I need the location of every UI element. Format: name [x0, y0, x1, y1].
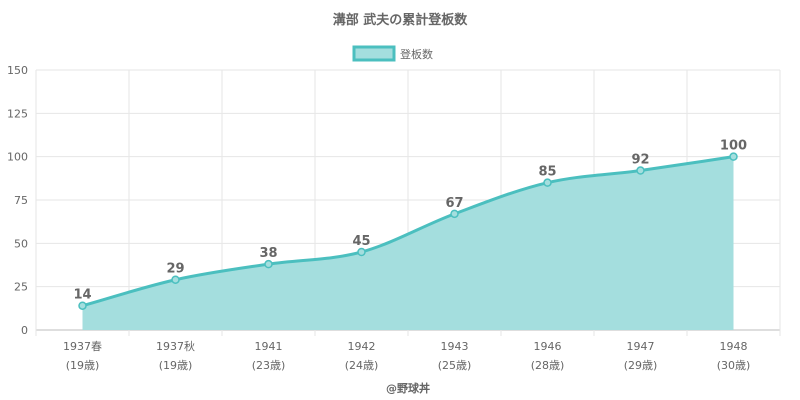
x-tick-sublabel: (19歳): [159, 359, 193, 372]
data-label: 100: [720, 139, 747, 154]
x-tick-sublabel: (29歳): [624, 359, 658, 372]
x-tick-sublabel: (30歳): [717, 359, 751, 372]
data-label: 14: [73, 288, 91, 303]
data-point[interactable]: [729, 152, 738, 161]
series-line: [82, 155, 734, 308]
data-point[interactable]: [450, 209, 459, 219]
x-tick-sublabel: (23歳): [252, 359, 286, 372]
y-tick-label: 125: [7, 107, 28, 120]
data-label: 85: [538, 165, 556, 180]
legend-label: 登板数: [400, 47, 433, 61]
data-point[interactable]: [543, 178, 552, 187]
x-tick-label: 1943: [441, 340, 469, 353]
data-point[interactable]: [636, 166, 645, 175]
legend[interactable]: 登板数: [352, 45, 433, 62]
x-tick-label: 1942: [348, 340, 376, 353]
data-label: 45: [352, 234, 370, 249]
data-label: 38: [259, 246, 277, 261]
data-point[interactable]: [78, 301, 87, 310]
data-label: 67: [445, 196, 463, 211]
chart-title: 溝部 武夫の累計登板数: [333, 12, 469, 28]
data-point[interactable]: [264, 259, 273, 269]
y-tick-label: 75: [14, 194, 28, 207]
y-tick-label: 150: [7, 64, 28, 77]
y-tick-label: 100: [7, 151, 28, 164]
x-tick-label: 1937春: [63, 340, 102, 353]
x-tick-sublabel: (25歳): [438, 359, 472, 372]
legend-swatch: [352, 45, 396, 62]
data-point[interactable]: [171, 275, 180, 284]
data-points: [78, 152, 738, 310]
data-point[interactable]: [357, 247, 366, 257]
x-tick-sublabel: (28歳): [531, 359, 565, 372]
x-tick-label: 1947: [627, 340, 655, 353]
x-tick-label: 1937秋: [156, 339, 195, 353]
data-label: 92: [631, 153, 649, 168]
y-tick-label: 50: [14, 237, 28, 250]
y-tick-label: 25: [14, 281, 28, 294]
y-axis-ticks: 0 25 50 75 100 125 150: [7, 64, 28, 337]
x-tick-label: 1948: [720, 340, 748, 353]
y-tick-label: 0: [21, 324, 28, 337]
x-tick-label: 1941: [255, 340, 283, 353]
x-tick-sublabel: (19歳): [66, 359, 100, 372]
series-area: [82, 156, 734, 330]
x-tick-label: 1946: [534, 340, 562, 353]
x-axis-ticks: 1937春 (19歳) 1937秋 (19歳) 1941 (23歳) 1942 (24歳) 19…: [63, 339, 750, 372]
data-label: 29: [166, 262, 184, 277]
credit-text: @野球丼: [386, 381, 430, 395]
data-labels: 14 29 38 45 67 85 92 100: [73, 139, 747, 303]
x-tick-sublabel: (24歳): [345, 359, 379, 372]
